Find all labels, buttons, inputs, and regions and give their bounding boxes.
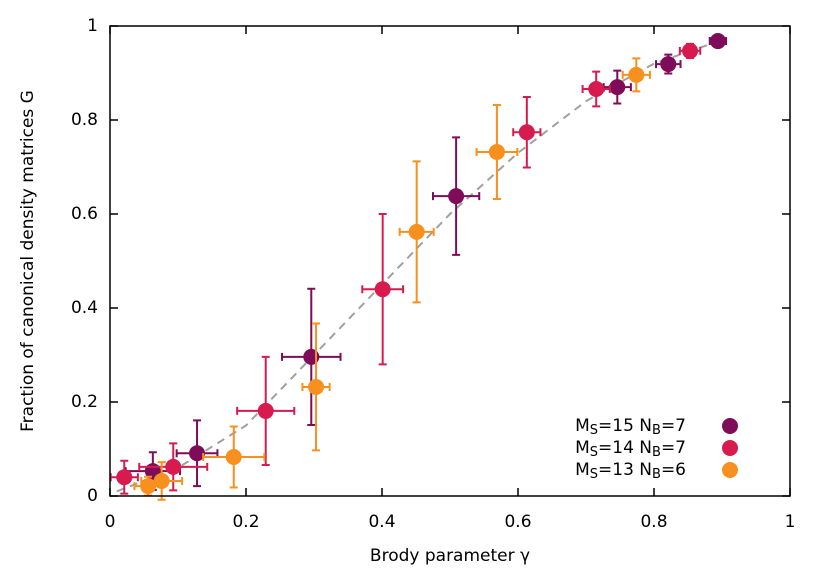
point [116, 469, 133, 486]
point [189, 445, 206, 462]
y-tick-label: 0.2 [71, 392, 98, 412]
x-axis-label: Brody parameter γ [370, 546, 530, 566]
x-tick-label: 0.6 [504, 512, 531, 532]
legend-marker [722, 440, 738, 456]
point [609, 79, 626, 96]
point [374, 281, 391, 298]
point [628, 66, 645, 83]
point [153, 472, 170, 489]
legend-label: MS=15 NB=7 [575, 416, 686, 438]
plot-frame [109, 25, 791, 497]
x-tick-label: 0.8 [640, 512, 667, 532]
point [488, 143, 505, 160]
y-axis-label: Fraction of canonical density matrices G [18, 90, 38, 432]
y-tick-label: 0.4 [71, 298, 98, 318]
point [448, 188, 465, 205]
point [660, 56, 677, 73]
legend-label: MS=14 NB=7 [575, 438, 686, 460]
legend-marker [722, 462, 738, 478]
legend-marker [722, 418, 738, 434]
x-tick-label: 0.2 [232, 512, 259, 532]
error-bars [301, 322, 331, 452]
fit-line [116, 39, 723, 493]
point [225, 448, 242, 465]
x-tick-label: 0.4 [368, 512, 395, 532]
x-tick-label: 0 [105, 512, 116, 532]
y-tick-label: 1 [87, 16, 98, 36]
error-bars [202, 425, 266, 489]
error-bars [581, 70, 611, 108]
point [408, 223, 425, 240]
point [165, 458, 182, 475]
point [140, 478, 157, 495]
point [588, 80, 605, 97]
point [709, 33, 726, 50]
x-tick-label: 1 [785, 512, 796, 532]
point [257, 402, 274, 419]
y-tick-label: 0 [87, 486, 98, 506]
y-tick-label: 0.8 [71, 110, 98, 130]
point [308, 378, 325, 395]
legend-label: MS=13 NB=6 [575, 460, 686, 482]
point [518, 124, 535, 141]
point [682, 42, 699, 59]
y-tick-label: 0.6 [71, 204, 98, 224]
